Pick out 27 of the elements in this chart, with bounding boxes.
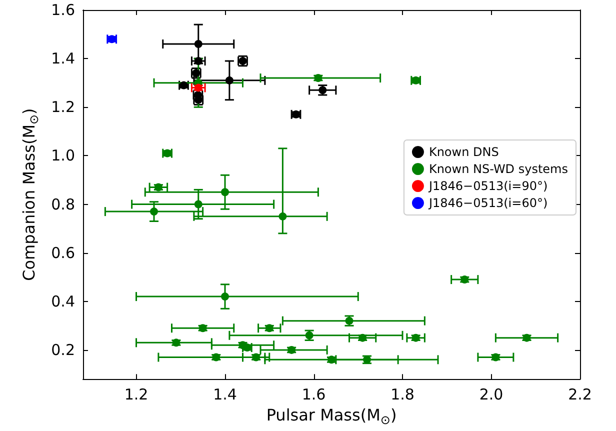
legend-label: J1846−0513(i=90°)	[428, 179, 548, 193]
x-axis-title: Pulsar Mass(M⊙)	[266, 406, 397, 427]
legend-label: J1846−0513(i=60°)	[428, 196, 548, 210]
legend-label: Known DNS	[428, 145, 499, 159]
point	[194, 40, 202, 48]
point	[278, 212, 287, 220]
x-tick-label: 1.8	[390, 386, 414, 404]
y-tick-label: 0.4	[51, 292, 75, 310]
y-tick-label: 0.2	[51, 340, 75, 359]
y-tick-label: 1.4	[51, 50, 75, 68]
y-axis-title: Companion Mass(M⊙)	[20, 108, 42, 281]
point	[221, 292, 229, 301]
x-tick-label: 1.6	[302, 386, 326, 404]
x-tick-label: 1.4	[213, 386, 237, 404]
y-tick-label: 1.2	[51, 98, 75, 116]
point	[194, 200, 202, 208]
point	[150, 208, 158, 216]
y-tick-label: 0.6	[51, 244, 75, 262]
legend-label: Known NS-WD systems	[428, 162, 568, 176]
x-tick-label: 1.2	[124, 386, 148, 404]
point	[225, 76, 234, 84]
point	[221, 188, 229, 196]
y-tick-label: 1.6	[51, 1, 75, 19]
y-tick-label: 1.0	[51, 146, 75, 165]
x-tick-label: 2.0	[479, 386, 504, 404]
x-tick-label: 2.2	[568, 386, 592, 404]
y-tick-label: 0.8	[51, 195, 75, 214]
